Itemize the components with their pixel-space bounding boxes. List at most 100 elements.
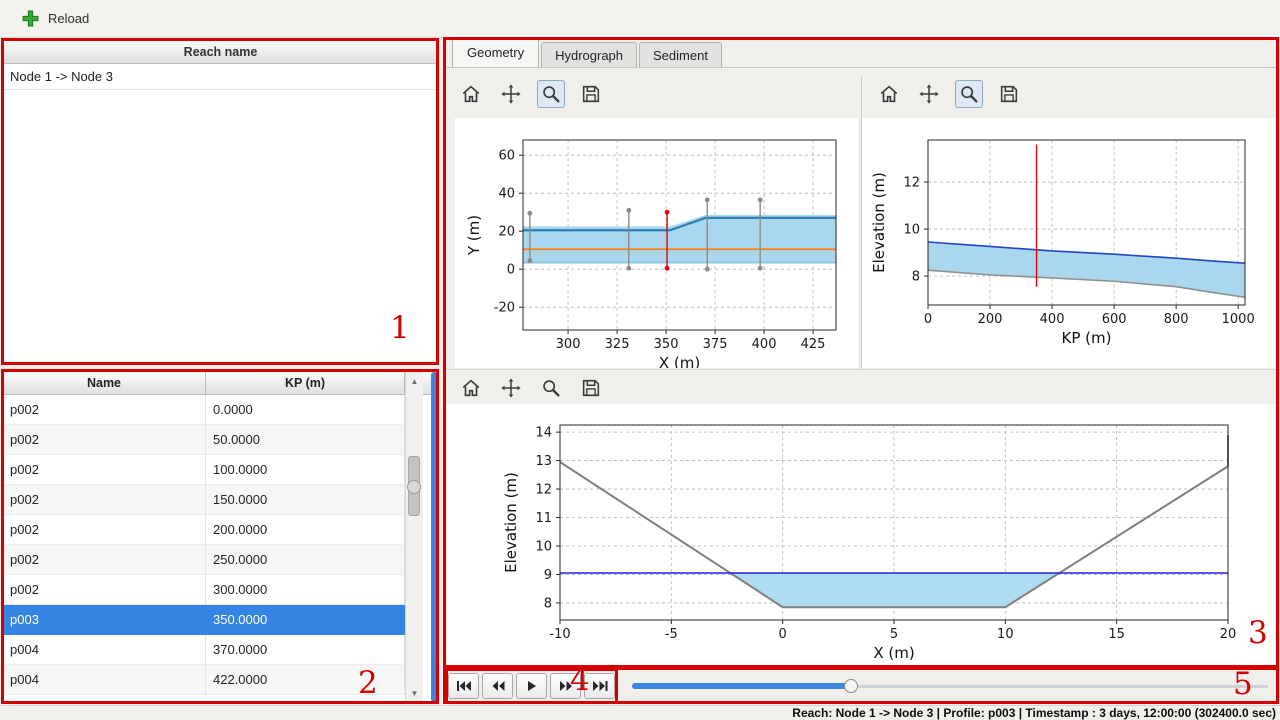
tab-bar: Geometry Hydrograph Sediment xyxy=(452,37,724,67)
svg-text:12: 12 xyxy=(903,176,920,191)
table-row[interactable]: p002 100.0000 xyxy=(3,455,438,485)
skip-end-button[interactable] xyxy=(584,673,615,699)
scroll-down-arrow-icon[interactable]: ▼ xyxy=(410,688,419,698)
table-row[interactable]: p002 200.0000 xyxy=(3,515,438,545)
table-scrollbar[interactable]: ▲ ▼ xyxy=(405,372,423,702)
table-row[interactable]: p003 350.0000 xyxy=(3,605,438,635)
pan-tool-button[interactable] xyxy=(497,80,525,108)
scroll-up-arrow-icon[interactable]: ▲ xyxy=(410,376,419,386)
home-tool-button[interactable] xyxy=(875,80,903,108)
pan-tool-button[interactable] xyxy=(497,374,525,402)
svg-text:400: 400 xyxy=(1040,312,1065,327)
svg-text:-10: -10 xyxy=(549,627,570,642)
table-cell: p002 xyxy=(3,455,206,485)
scrollbar-thumb[interactable] xyxy=(407,456,421,516)
cross-section-plot-toolbar xyxy=(457,374,605,402)
svg-text:400: 400 xyxy=(752,337,777,352)
save-icon xyxy=(582,85,600,103)
svg-text:8: 8 xyxy=(912,270,920,285)
svg-text:5: 5 xyxy=(890,627,898,642)
table-cell: 50.0000 xyxy=(206,425,405,455)
tab-hydrograph[interactable]: Hydrograph xyxy=(541,42,638,67)
table-row[interactable]: p002 150.0000 xyxy=(3,485,438,515)
reload-button[interactable]: Reload xyxy=(14,6,97,31)
table-cell: 200.0000 xyxy=(206,515,405,545)
tab-geometry[interactable]: Geometry xyxy=(452,37,540,67)
rewind-button[interactable] xyxy=(482,673,513,699)
long-profile-plot: 0 200 400 600 800 1000 8 10 12 KP (m) Elevation (m… xyxy=(870,139,1255,347)
svg-text:8: 8 xyxy=(544,596,552,611)
table-cell: 150.0000 xyxy=(206,485,405,515)
profile-table-header-row: Name KP (m) xyxy=(3,372,438,395)
profile-plot-toolbar xyxy=(875,80,1023,108)
zoom-tool-button[interactable] xyxy=(955,80,983,108)
home-tool-button[interactable] xyxy=(457,80,485,108)
reload-plus-icon xyxy=(22,10,39,27)
status-text: Reach: Node 1 -> Node 3 | Profile: p003 … xyxy=(792,706,1276,720)
save-tool-button[interactable] xyxy=(995,80,1023,108)
pan-icon xyxy=(919,84,939,104)
profile-table-body: p002 0.0000 p002 50.0000 p002 100.0000 p002 150… xyxy=(3,395,438,695)
table-row[interactable]: p002 50.0000 xyxy=(3,425,438,455)
zoom-tool-button[interactable] xyxy=(537,374,565,402)
plan-view-canvas[interactable]: 300 325 350 375 400 425 -20 0 20 40 60 X (m) Y (m) xyxy=(455,118,858,368)
pan-tool-button[interactable] xyxy=(915,80,943,108)
home-icon xyxy=(462,85,480,103)
slider-fill xyxy=(632,683,852,689)
slider-handle[interactable] xyxy=(844,679,859,693)
table-row[interactable]: p004 422.0000 xyxy=(3,665,438,695)
play-button[interactable] xyxy=(516,673,547,699)
zoom-icon xyxy=(543,86,560,103)
long-profile-canvas[interactable]: 0 200 400 600 800 1000 8 10 12 KP (m) Elevation (m… xyxy=(862,118,1277,368)
table-cell: p002 xyxy=(3,395,206,425)
reach-list-header: Reach name xyxy=(3,40,438,64)
svg-text:15: 15 xyxy=(1108,627,1125,642)
save-icon xyxy=(582,379,600,397)
svg-text:20: 20 xyxy=(1220,627,1237,642)
table-row[interactable]: p002 300.0000 xyxy=(3,575,438,605)
svg-text:300: 300 xyxy=(556,337,581,352)
reach-list-panel: Reach name Node 1 -> Node 3 xyxy=(2,39,439,364)
zoom-tool-button[interactable] xyxy=(537,80,565,108)
table-cell: p002 xyxy=(3,425,206,455)
save-tool-button[interactable] xyxy=(577,80,605,108)
column-header-kp[interactable]: KP (m) xyxy=(206,372,405,395)
table-row[interactable]: p002 0.0000 xyxy=(3,395,438,425)
table-cell: 300.0000 xyxy=(206,575,405,605)
cross-section-canvas[interactable]: -10 -5 0 5 10 15 20 8 9 10 11 12 13 14 X (m) Elevation … xyxy=(447,404,1277,666)
svg-text:425: 425 xyxy=(801,337,826,352)
table-cell: 350.0000 xyxy=(206,605,405,635)
skip-start-button[interactable] xyxy=(448,673,479,699)
pan-icon xyxy=(501,378,521,398)
svg-text:-20: -20 xyxy=(494,301,515,316)
svg-text:375: 375 xyxy=(703,337,728,352)
fast-forward-button[interactable] xyxy=(550,673,581,699)
plot-splitter-horizontal[interactable] xyxy=(443,369,1278,370)
plot-splitter-vertical[interactable] xyxy=(861,76,862,369)
svg-text:Elevation (m): Elevation (m) xyxy=(502,472,520,573)
status-bar: Reach: Node 1 -> Node 3 | Profile: p003 … xyxy=(0,705,1280,720)
table-row[interactable]: p002 250.0000 xyxy=(3,545,438,575)
column-header-name[interactable]: Name xyxy=(3,372,206,395)
cross-section-plot: -10 -5 0 5 10 15 20 8 9 10 11 12 13 14 X (m) Elevation … xyxy=(502,424,1237,662)
save-tool-button[interactable] xyxy=(577,374,605,402)
svg-text:10: 10 xyxy=(903,223,920,238)
table-row[interactable]: p004 370.0000 xyxy=(3,635,438,665)
tab-sediment[interactable]: Sediment xyxy=(639,42,722,67)
svg-text:KP (m): KP (m) xyxy=(1062,329,1112,347)
plan-plot-toolbar xyxy=(457,80,605,108)
svg-text:12: 12 xyxy=(535,483,552,498)
pan-icon xyxy=(501,84,521,104)
scrollbar-grip[interactable] xyxy=(407,480,421,494)
home-icon xyxy=(880,85,898,103)
play-icon xyxy=(527,681,536,691)
results-region: Geometry Hydrograph Sediment 300 325 350 375 4… xyxy=(443,37,1278,668)
splitter-indicator[interactable] xyxy=(431,372,437,702)
table-cell: 0.0000 xyxy=(206,395,405,425)
time-slider[interactable] xyxy=(632,678,1268,694)
table-cell: p004 xyxy=(3,665,206,695)
slider-track[interactable] xyxy=(632,685,1268,688)
home-tool-button[interactable] xyxy=(457,374,485,402)
reach-list-item[interactable]: Node 1 -> Node 3 xyxy=(3,64,438,90)
svg-text:10: 10 xyxy=(535,539,552,554)
